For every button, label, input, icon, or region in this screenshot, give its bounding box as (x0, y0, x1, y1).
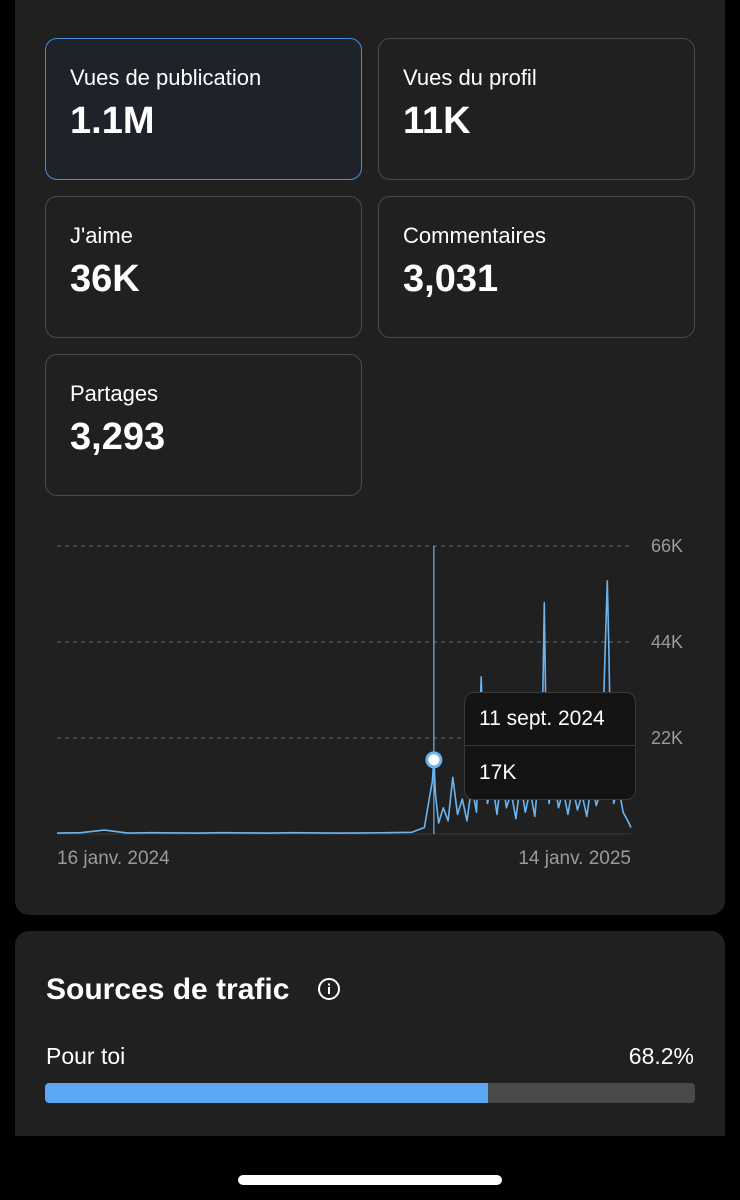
metric-card-post-views[interactable]: Vues de publication 1.1M (45, 38, 362, 180)
metric-label: Commentaires (403, 223, 547, 248)
tooltip-date: 11 sept. 2024 (479, 707, 605, 730)
metric-label: Vues du profil (403, 65, 537, 90)
traffic-progress-bar (45, 1083, 695, 1103)
metric-card-likes[interactable]: J'aime 36K (45, 196, 362, 338)
x-axis-end-label: 14 janv. 2025 (518, 848, 631, 869)
metric-card-profile-views[interactable]: Vues du profil 11K (378, 38, 695, 180)
metric-label: Vues de publication (70, 65, 262, 90)
traffic-source-label: Pour toi (46, 1043, 126, 1069)
traffic-progress-fill (45, 1083, 489, 1103)
metric-value: 3,031 (403, 258, 499, 300)
home-indicator[interactable] (238, 1175, 502, 1185)
metric-label: Partages (70, 381, 159, 406)
metric-label: J'aime (70, 223, 133, 248)
metric-value: 36K (70, 258, 140, 300)
y-tick-label: 66K (651, 536, 683, 556)
chart-tooltip: 11 sept. 2024 17K (464, 692, 636, 800)
traffic-sources-panel: Sources de trafic Pour toi 68.2% (15, 931, 725, 1136)
traffic-source-percent: 68.2% (628, 1043, 694, 1069)
metric-card-comments[interactable]: Commentaires 3,031 (378, 196, 695, 338)
tooltip-divider (465, 745, 635, 746)
y-tick-label: 22K (651, 728, 683, 748)
section-title: Sources de trafic (46, 973, 290, 1006)
tooltip-point[interactable] (425, 751, 443, 769)
metric-value: 11K (403, 100, 471, 142)
y-tick-label: 44K (651, 632, 683, 652)
x-axis-start-label: 16 janv. 2024 (57, 848, 170, 869)
metric-value: 1.1M (70, 100, 155, 142)
metric-value: 3,293 (70, 416, 166, 458)
info-icon[interactable] (317, 977, 341, 1001)
metric-card-shares[interactable]: Partages 3,293 (45, 354, 362, 496)
tooltip-value: 17K (479, 761, 517, 784)
